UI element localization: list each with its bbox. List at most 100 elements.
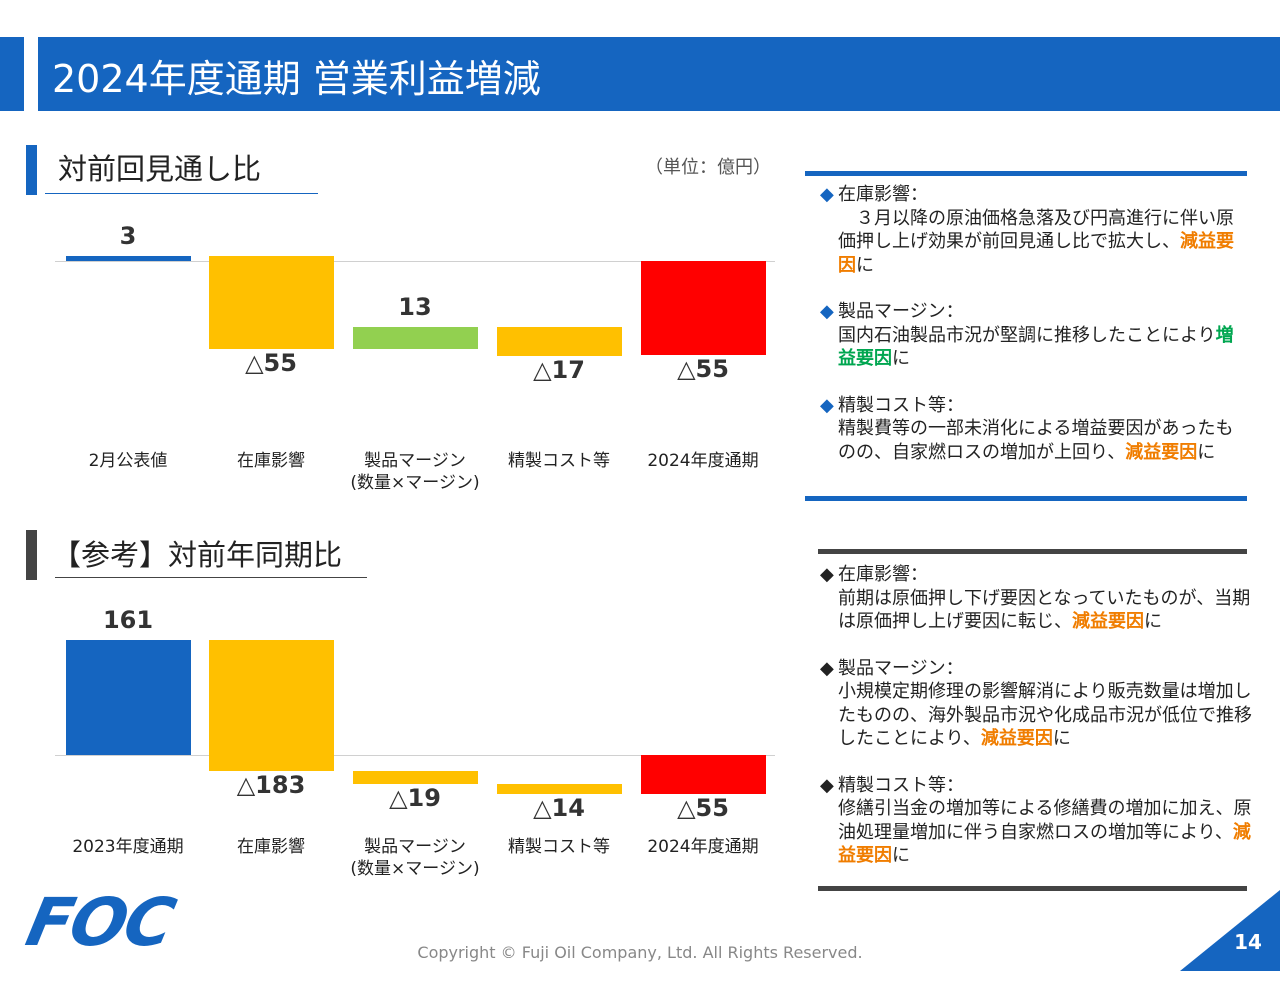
- panel-rule: [805, 171, 1247, 176]
- bar: [496, 784, 622, 795]
- baseline: [55, 261, 775, 262]
- bar: [65, 639, 191, 755]
- value-label: △14: [533, 794, 585, 823]
- bar: [352, 770, 478, 785]
- note-item: ◆ 精製コスト等： 修繕引当金の増加等による修繕費の増加に加え、原油処理量増加に伴う…: [820, 774, 1255, 868]
- note-item: ◆ 在庫影響： 前期は原価押し下げ要因となっていたものが、当期は原価押し上げ要因に転…: [820, 563, 1255, 634]
- note-item: ◆ 在庫影響： ３月以降の原油価格急落及び円高進行に伴い原価押し上げ効果が前回見通…: [820, 183, 1235, 277]
- category-label: 精製コスト等: [508, 837, 610, 857]
- note-heading: ◆ 在庫影響：: [820, 563, 1255, 587]
- bar: [208, 255, 334, 350]
- header-bar: [38, 37, 1280, 111]
- value-label: 3: [119, 221, 137, 250]
- bar: [640, 755, 766, 795]
- category-label: 2024年度通期: [647, 451, 759, 471]
- category-label: 製品マージン (数量×マージン): [350, 451, 480, 493]
- slide-title: 2024年度通期 営業利益増減: [52, 57, 541, 101]
- note-text: に: [856, 254, 874, 276]
- highlight: 減益要因: [980, 728, 1053, 749]
- bullet-icon: ◆: [820, 184, 834, 205]
- bar: [65, 255, 191, 261]
- value-label: △17: [533, 356, 585, 385]
- section-marker: [26, 145, 37, 195]
- page-corner: [1180, 890, 1280, 971]
- section-marker: [26, 530, 37, 580]
- note-text: 国内石油製品市況が堅調に推移したことにより: [838, 324, 1216, 346]
- note-heading: ◆ 精製コスト等：: [820, 394, 1235, 418]
- note-item: ◆ 製品マージン： 国内石油製品市況が堅調に推移したことにより増益要因に: [820, 300, 1235, 371]
- value-label: △55: [677, 794, 729, 823]
- highlight: 減益要因: [1072, 611, 1144, 632]
- bullet-icon: ◆: [820, 564, 834, 585]
- category-label: 在庫影響: [237, 837, 305, 857]
- category-label: 2月公表値: [88, 451, 168, 471]
- note-body: 修繕引当金の増加等による修繕費の増加に加え、原油処理量増加に伴う自家燃ロスの増加…: [820, 797, 1255, 868]
- note-text: 修繕引当金の増加等による修繕費の増加に加え、原油処理量増加に伴う自家燃ロスの増加…: [838, 798, 1252, 843]
- note-text: 小規模定期修理の影響解消により販売数量は増加したものの、海外製品市況や化成品市況…: [838, 681, 1252, 749]
- value-label: △183: [236, 770, 306, 799]
- panel-rule: [818, 886, 1247, 891]
- note-heading: ◆ 在庫影響：: [820, 183, 1235, 207]
- bar: [496, 327, 622, 357]
- category-label: 製品マージン (数量×マージン): [350, 837, 480, 879]
- value-label: △55: [245, 349, 297, 378]
- note-text: に: [892, 845, 910, 866]
- note-item: ◆ 製品マージン： 小規模定期修理の影響解消により販売数量は増加したものの、海外製品…: [820, 657, 1255, 751]
- category-label: 2024年度通期: [647, 837, 759, 857]
- highlight: 減益要因: [838, 231, 1234, 276]
- note-item: ◆ 精製コスト等： 精製費等の一部未消化による増益要因があったものの、自家燃ロスの増…: [820, 394, 1235, 465]
- note-text: ３月以降の原油価格急落及び円高進行に伴い原価押し上げ効果が前回見通し比で拡大し、: [838, 207, 1234, 253]
- highlight: 減益要因: [1125, 441, 1198, 463]
- header-accent: [0, 37, 24, 111]
- highlight: 減益要因: [838, 821, 1251, 867]
- note-text: に: [1197, 441, 1216, 463]
- baseline: [55, 755, 775, 756]
- section-underline: [45, 193, 318, 194]
- note-text: に: [1144, 611, 1162, 632]
- bar: [208, 639, 334, 771]
- copyright: Copyright © Fuji Oil Company, Ltd. All R…: [417, 943, 863, 962]
- bar: [352, 327, 478, 350]
- note-text: に: [892, 348, 910, 369]
- note-heading-text: 精製コスト等：: [838, 394, 964, 416]
- note-heading-text: 在庫影響：: [838, 184, 928, 205]
- note-heading: ◆ 精製コスト等：: [820, 774, 1255, 798]
- note-text: 前期は原価押し下げ要因となっていたものが、当期は原価押し上げ要因に転じ、: [838, 587, 1251, 633]
- highlight: 増益要因: [838, 324, 1234, 370]
- bar: [640, 261, 766, 355]
- notes-panel: ◆ 在庫影響： ３月以降の原油価格急落及び円高進行に伴い原価押し上げ効果が前回見通…: [820, 183, 1235, 487]
- category-label: 精製コスト等: [508, 451, 610, 471]
- note-heading: ◆ 製品マージン：: [820, 300, 1235, 324]
- page-number: 14: [1234, 930, 1262, 954]
- value-label: △55: [677, 354, 729, 383]
- note-heading-text: 在庫影響：: [838, 564, 928, 585]
- note-body: 小規模定期修理の影響解消により販売数量は増加したものの、海外製品市況や化成品市況…: [820, 680, 1255, 751]
- note-body: 前期は原価押し下げ要因となっていたものが、当期は原価押し上げ要因に転じ、減益要因…: [820, 587, 1255, 634]
- note-body: ３月以降の原油価格急落及び円高進行に伴い原価押し上げ効果が前回見通し比で拡大し、…: [820, 207, 1235, 278]
- note-heading: ◆ 製品マージン：: [820, 657, 1255, 681]
- section-underline: [55, 577, 367, 578]
- bullet-icon: ◆: [820, 657, 834, 679]
- note-heading-text: 製品マージン：: [838, 657, 964, 679]
- note-text: に: [1052, 728, 1071, 749]
- notes-panel: ◆ 在庫影響： 前期は原価押し下げ要因となっていたものが、当期は原価押し上げ要因に転…: [820, 563, 1255, 891]
- bullet-icon: ◆: [820, 394, 834, 416]
- note-body: 国内石油製品市況が堅調に推移したことにより増益要因に: [820, 324, 1235, 371]
- note-body: 精製費等の一部未消化による増益要因があったものの、自家燃ロスの増加が上回り、減益…: [820, 417, 1235, 464]
- value-label: 13: [398, 293, 432, 322]
- panel-rule: [805, 496, 1247, 501]
- note-heading-text: 精製コスト等：: [838, 774, 964, 796]
- category-label: 在庫影響: [237, 451, 305, 471]
- section-title: 対前回見通し比: [58, 152, 262, 186]
- panel-rule: [818, 549, 1247, 554]
- category-label: 2023年度通期: [72, 837, 184, 857]
- section-title: 【参考】対前年同期比: [52, 538, 343, 572]
- bullet-icon: ◆: [820, 774, 834, 796]
- value-label: 161: [102, 605, 154, 634]
- bullet-icon: ◆: [820, 301, 834, 322]
- value-label: △19: [389, 784, 441, 813]
- note-heading-text: 製品マージン：: [838, 301, 964, 322]
- note-text: 精製費等の一部未消化による増益要因があったものの、自家燃ロスの増加が上回り、: [838, 418, 1234, 463]
- unit-label: （単位：億円）: [645, 157, 771, 178]
